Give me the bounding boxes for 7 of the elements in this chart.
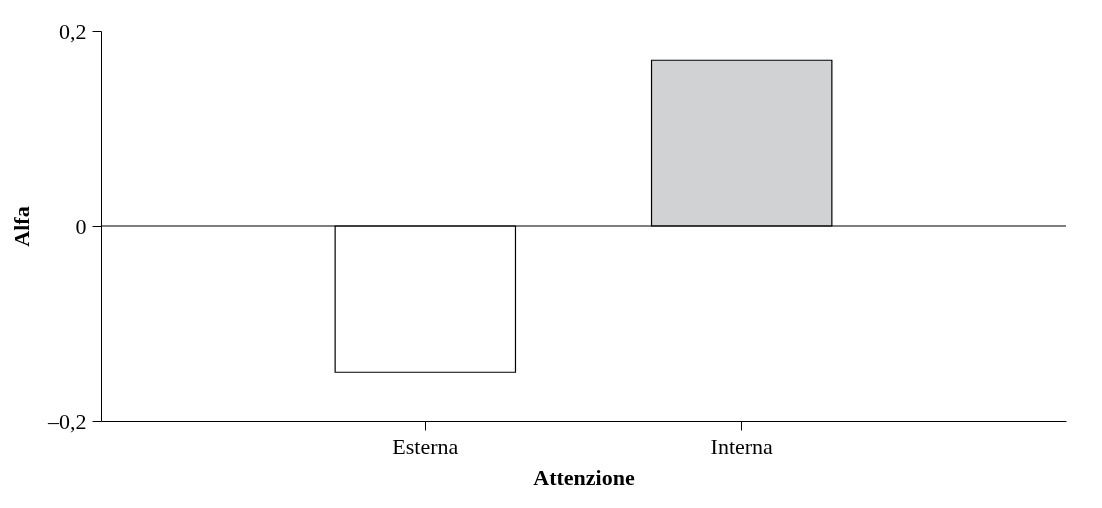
x-tick-label: Esterna <box>392 433 459 459</box>
y-axis-title: Alfa <box>9 206 34 247</box>
y-tick-label: –0,2 <box>47 408 87 434</box>
x-axis-title: Attenzione <box>533 464 635 490</box>
y-tick-label: 0 <box>75 213 87 239</box>
x-tick-label: Interna <box>710 433 774 459</box>
y-tick-label: 0,2 <box>59 18 87 44</box>
